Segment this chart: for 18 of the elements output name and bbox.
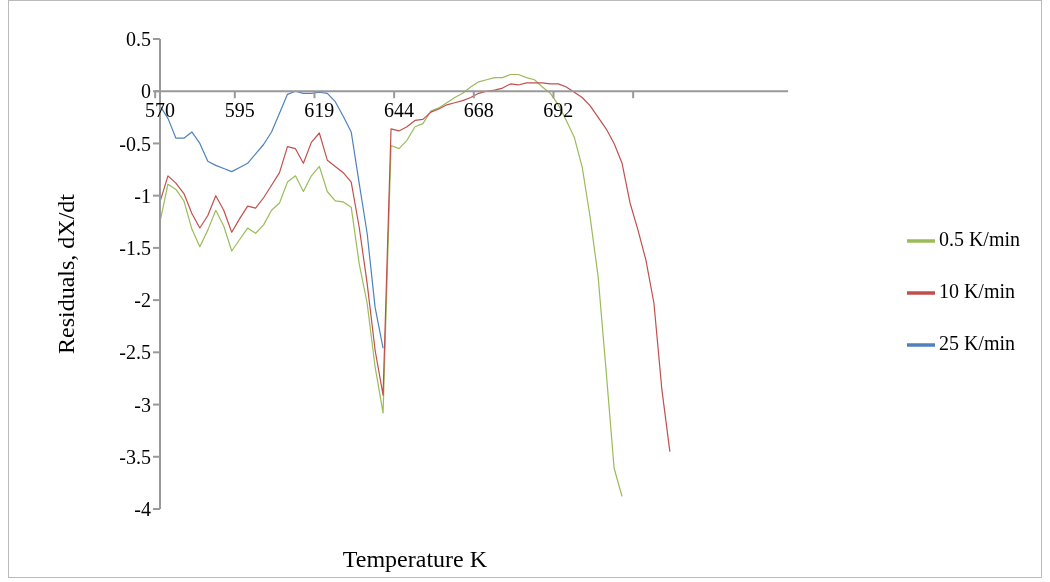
y-tick-label: -3.5 <box>119 445 151 468</box>
y-tick-label: -2.5 <box>119 341 151 364</box>
legend-label: 25 K/min <box>938 332 1015 354</box>
y-tick-label: -4 <box>134 498 151 521</box>
y-axis-title: Residuals, dX/dt <box>52 193 79 354</box>
legend-label: 10 K/min <box>938 280 1015 302</box>
x-tick-label: 619 <box>304 99 335 122</box>
x-axis-title: Temperature K <box>342 546 488 572</box>
y-tick-label: -0.5 <box>119 132 151 155</box>
y-tick-label: -3 <box>134 393 151 416</box>
x-tick-label: 668 <box>463 99 494 122</box>
y-tick-label: 0.5 <box>126 28 151 51</box>
x-tick-label: 595 <box>224 99 255 122</box>
legend-label: 0.5 K/min <box>938 228 1020 250</box>
y-tick-label: -1 <box>134 184 151 207</box>
x-tick-label: 644 <box>384 99 414 122</box>
y-tick-label: -1.5 <box>119 236 151 259</box>
y-tick-label: -2 <box>134 289 151 312</box>
